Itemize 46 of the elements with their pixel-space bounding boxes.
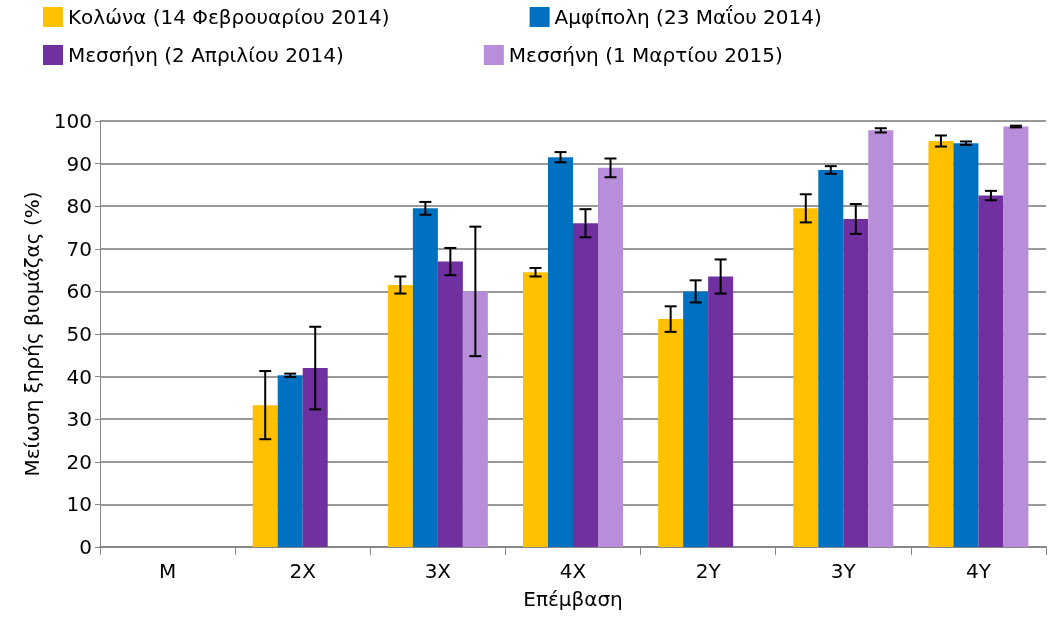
bar xyxy=(1003,126,1029,547)
x-axis-title: Επέμβαση xyxy=(523,587,623,611)
y-tick-label: 20 xyxy=(66,449,92,474)
bar xyxy=(573,223,598,547)
bar xyxy=(462,291,488,547)
bar xyxy=(598,167,623,547)
bar xyxy=(683,291,709,547)
bar xyxy=(708,276,734,547)
legend-label: Μεσσήνη (2 Απριλίου 2014) xyxy=(68,43,344,67)
y-axis-title: Μείωση ξηρής βιομάζας (%) xyxy=(20,191,44,477)
y-tick-label: 10 xyxy=(66,492,92,517)
bar xyxy=(252,405,278,547)
legend-label: Αμφίπολη (23 Μαΐου 2014) xyxy=(554,5,822,29)
bar xyxy=(302,368,328,547)
bar xyxy=(978,195,1004,547)
legend-label: Κολώνα (14 Φεβρουαρίου 2014) xyxy=(68,5,390,29)
x-tick-label: 2Y xyxy=(695,559,722,583)
y-tick-label: 100 xyxy=(53,109,92,133)
bar xyxy=(277,375,303,547)
bar xyxy=(868,130,894,547)
bar xyxy=(843,218,869,547)
bar xyxy=(548,157,573,547)
bar xyxy=(387,285,413,547)
y-tick-label: 90 xyxy=(66,151,92,176)
bar xyxy=(928,141,954,547)
x-tick-label: 3Y xyxy=(830,559,857,583)
y-tick-label: 60 xyxy=(66,279,92,304)
bar xyxy=(953,143,979,547)
x-tick-label: M xyxy=(158,559,177,583)
y-tick-label: 40 xyxy=(66,364,92,389)
x-tick-label: 4Y xyxy=(965,559,992,583)
bar xyxy=(523,272,548,547)
bar xyxy=(818,169,844,547)
y-tick-label: 0 xyxy=(79,535,92,559)
x-tick-label: 3X xyxy=(424,559,452,583)
bar xyxy=(658,319,684,547)
bar xyxy=(793,208,819,547)
x-tick-label: 2X xyxy=(289,559,317,583)
y-tick-label: 80 xyxy=(66,194,92,219)
y-tick-label: 30 xyxy=(66,407,92,432)
x-tick-label: 4X xyxy=(559,559,587,583)
legend-label: Μεσσήνη (1 Μαρτίου 2015) xyxy=(508,43,783,67)
bar xyxy=(412,208,438,547)
bar xyxy=(437,261,463,547)
y-tick-label: 50 xyxy=(66,322,92,346)
y-tick-label: 70 xyxy=(66,236,92,261)
